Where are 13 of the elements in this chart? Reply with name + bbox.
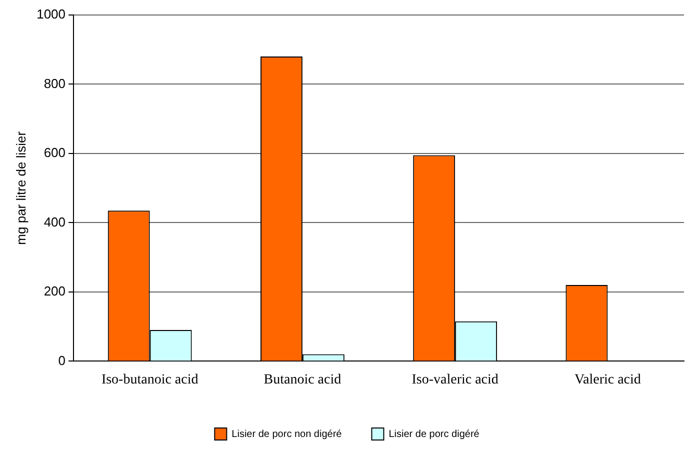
y-axis-title: mg par litre de lisier	[13, 130, 28, 245]
x-tick-label: Iso-butanoic acid	[101, 372, 198, 388]
x-tick-label: Valeric acid	[574, 372, 641, 388]
y-tick-label: 800	[44, 76, 66, 91]
y-tick-label: 0	[58, 352, 66, 368]
y-tick-label: 200	[44, 284, 66, 299]
y-tick-label: 1000	[36, 6, 66, 22]
y-tick-label: 600	[44, 145, 66, 160]
x-tick-label: Iso-valeric acid	[412, 372, 498, 388]
y-tick-label: 400	[44, 214, 66, 230]
legend-label: Lisier de porc digéré	[388, 428, 480, 440]
x-tick-label: Butanoic acid	[264, 372, 342, 388]
legend-label: Lisier de porc non digéré	[232, 428, 342, 440]
